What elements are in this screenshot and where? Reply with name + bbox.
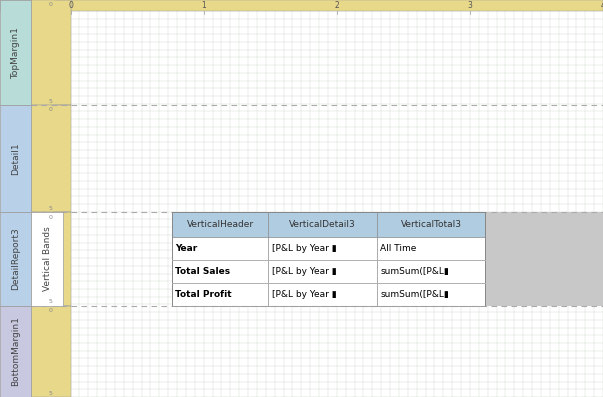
Bar: [0, 0, 71, 11]
Text: 5: 5: [49, 206, 53, 211]
Text: 0: 0: [68, 1, 73, 10]
Text: Detail1: Detail1: [11, 143, 20, 175]
Text: 0: 0: [49, 215, 53, 220]
Text: sumSum([P&L▮: sumSum([P&L▮: [380, 267, 449, 276]
Text: VerticalDetail3: VerticalDetail3: [289, 220, 356, 229]
Text: All Time: All Time: [380, 244, 417, 253]
Text: Total Sales: Total Sales: [175, 267, 230, 276]
Text: 0: 0: [49, 2, 53, 7]
Text: 5: 5: [49, 99, 53, 104]
Text: 3: 3: [467, 1, 472, 10]
Bar: [0, 105, 31, 212]
Bar: [31, 306, 71, 397]
Text: [P&L by Year ▮: [P&L by Year ▮: [272, 290, 336, 299]
Bar: [31, 0, 71, 105]
Text: BottomMargin1: BottomMargin1: [11, 316, 20, 386]
Text: Total Profit: Total Profit: [175, 290, 232, 299]
Text: TopMargin1: TopMargin1: [11, 27, 20, 79]
Text: 5: 5: [49, 391, 53, 395]
Bar: [172, 212, 485, 306]
Text: 5: 5: [49, 299, 53, 304]
Bar: [71, 11, 603, 397]
Bar: [485, 212, 603, 306]
Bar: [71, 0, 603, 11]
Text: Year: Year: [175, 244, 198, 253]
Text: 2: 2: [335, 1, 339, 10]
Text: VerticalTotal3: VerticalTotal3: [400, 220, 462, 229]
Text: DetailReport3: DetailReport3: [11, 227, 20, 291]
Text: 4: 4: [601, 1, 603, 10]
Bar: [172, 212, 485, 237]
Bar: [31, 212, 63, 306]
Text: 0: 0: [49, 108, 53, 112]
Text: [P&L by Year ▮: [P&L by Year ▮: [272, 244, 336, 253]
Bar: [31, 212, 71, 306]
Text: Vertical Bands: Vertical Bands: [43, 227, 51, 291]
Text: [P&L by Year ▮: [P&L by Year ▮: [272, 267, 336, 276]
Bar: [0, 306, 31, 397]
Bar: [31, 105, 71, 212]
Text: 1: 1: [201, 1, 206, 10]
Bar: [0, 212, 31, 306]
Bar: [0, 0, 31, 105]
Bar: [172, 212, 485, 306]
Text: sumSum([P&L▮: sumSum([P&L▮: [380, 290, 449, 299]
Text: VerticalHeader: VerticalHeader: [186, 220, 254, 229]
Text: 0: 0: [49, 308, 53, 313]
